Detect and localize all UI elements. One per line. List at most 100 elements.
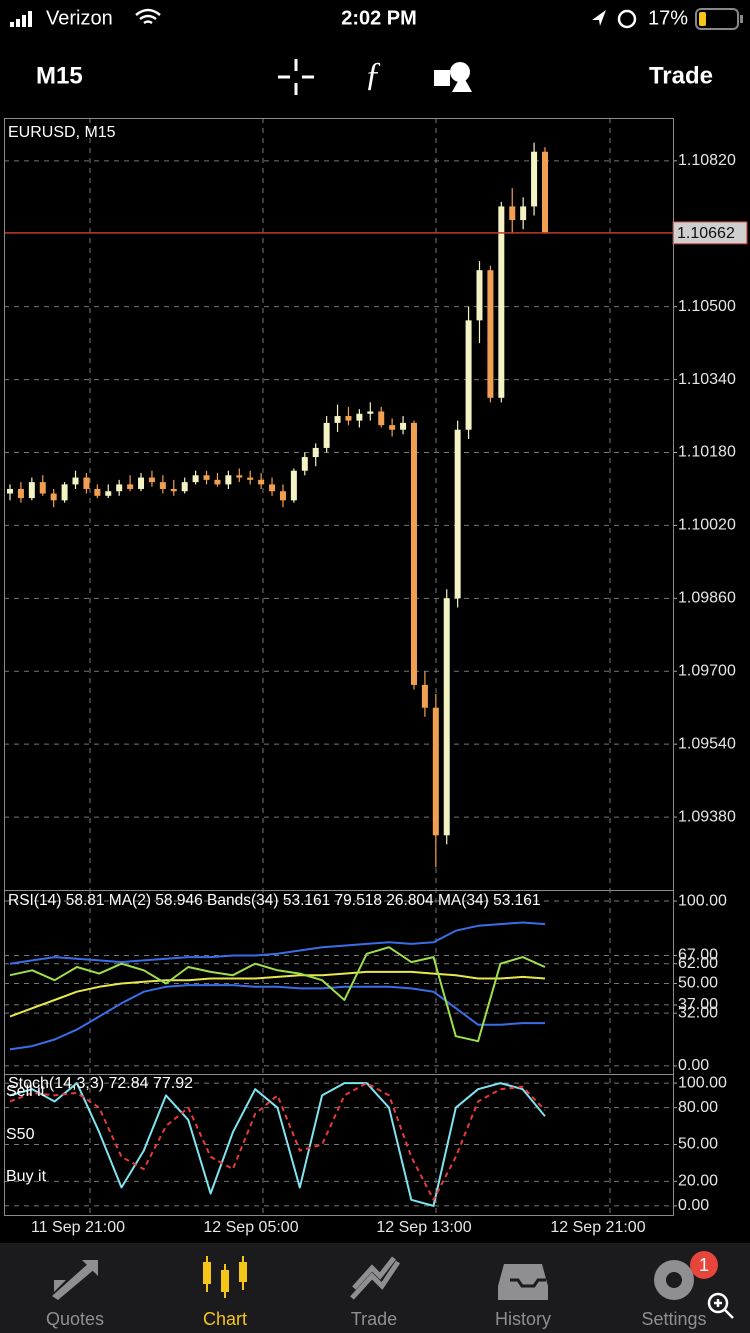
crosshair-button[interactable]: [278, 59, 314, 95]
indicator-line: [9, 984, 545, 1051]
y-tick-label: 1.09700: [678, 662, 736, 679]
y-tick-label: 1.10820: [678, 152, 736, 169]
y-tick-label: 100.00: [678, 1074, 727, 1091]
candle-body: [290, 470, 297, 501]
candle-body: [269, 484, 276, 492]
candle-body: [83, 477, 90, 489]
indicator-line: [9, 946, 546, 1043]
candle-body: [28, 482, 35, 499]
y-tick-label: 0.00: [678, 1197, 709, 1214]
y-tick-label: 1.09540: [678, 735, 736, 752]
candle-body: [61, 484, 68, 501]
signal-icon: [10, 11, 32, 27]
candle-body: [454, 429, 461, 599]
y-tick-label: 80.00: [678, 1099, 718, 1116]
chart-icon: [203, 1256, 247, 1298]
indicator-line: [9, 1082, 546, 1201]
candle-body: [279, 491, 286, 501]
candle-body: [531, 151, 538, 207]
candle-body: [138, 477, 145, 489]
candle-body: [476, 270, 483, 321]
y-tick-label: 1.09380: [678, 808, 736, 825]
candle-body: [301, 457, 308, 471]
candle-body: [192, 475, 199, 483]
indicator-line: [9, 1082, 546, 1207]
objects-button[interactable]: [434, 62, 472, 92]
tab-label[interactable]: Chart: [203, 1309, 247, 1329]
zoom-icon: [707, 1292, 734, 1319]
y-tick-label: 20.00: [678, 1173, 718, 1190]
badge: [690, 1251, 718, 1279]
tabs: Quotes Chart Trade History Settings: [46, 1309, 707, 1329]
candle-body: [203, 475, 210, 480]
tab-label[interactable]: History: [495, 1309, 551, 1329]
carrier: Verizon: [46, 7, 113, 29]
candle-body: [236, 475, 243, 478]
candle-body: [367, 411, 374, 414]
tab-label[interactable]: Settings: [641, 1309, 706, 1329]
y-tick-label: 1.10020: [678, 517, 736, 534]
stoch-header: Stoch(14,3,3) 72.84 77.92: [8, 1075, 193, 1092]
y-tick-label: 1.10180: [678, 444, 736, 461]
candle-body: [443, 598, 450, 836]
y-tick-label: 1.10500: [678, 298, 736, 315]
candle-body: [498, 206, 505, 398]
alarm-icon: [617, 9, 637, 29]
y-tick-label: 62.00: [678, 955, 718, 972]
y-tick-label: 0.00: [678, 1057, 709, 1074]
candle-body: [258, 479, 265, 485]
candle-body: [378, 411, 385, 426]
timeframe-button[interactable]: M15: [36, 62, 83, 89]
candle-body: [214, 479, 221, 485]
candle-body: [127, 484, 134, 489]
candle-body: [247, 477, 254, 480]
chart-area: 11 Sep 21:00 12 Sep 05:00 12 Sep 13:00 12 S…: [4, 118, 748, 1236]
candle-body: [312, 447, 319, 458]
indicator-line: [9, 970, 546, 1018]
tab-bar: [0, 1243, 750, 1333]
badge-count: 1: [699, 1255, 709, 1275]
candle-body: [148, 477, 155, 483]
rsi-header: RSI(14) 58.81 MA(2) 58.946 Bands(34) 53.…: [8, 892, 541, 909]
candle-body: [7, 488, 13, 494]
quotes-icon: [52, 1260, 98, 1300]
y-tick-label: 67.00: [678, 947, 718, 964]
clock: 2:02 PM: [341, 7, 417, 29]
y-tick-label: 50.00: [678, 975, 718, 992]
candle-body: [345, 416, 352, 421]
candle-body: [225, 475, 232, 485]
candle-body: [334, 416, 341, 423]
candle-body: [509, 206, 516, 221]
tab-label[interactable]: Quotes: [46, 1309, 104, 1329]
x-tick-label: 12 Sep 21:00: [550, 1219, 645, 1236]
candle-body: [105, 491, 112, 496]
candle-body: [94, 488, 101, 496]
indicator-line: [9, 921, 546, 965]
candle-body: [17, 488, 24, 499]
candle-body: [465, 320, 472, 430]
candle-body: [116, 484, 123, 492]
trade-button[interactable]: Trade: [649, 62, 713, 89]
candle-body: [159, 482, 166, 489]
tab-label[interactable]: Trade: [351, 1309, 397, 1329]
battery-icon: [695, 8, 743, 30]
candle-body: [170, 488, 177, 492]
candle-body: [39, 482, 46, 494]
y-tick-label: 37.00: [678, 996, 718, 1013]
indicators-button[interactable]: ƒ: [365, 56, 382, 93]
chart-frame: [4, 118, 674, 1216]
candle-body: [400, 422, 407, 430]
candle-body: [410, 422, 417, 685]
candle-body: [389, 425, 396, 430]
candle-body: [356, 413, 363, 421]
level-label: Sell it: [6, 1083, 46, 1100]
x-tick-label: 12 Sep 13:00: [376, 1219, 471, 1236]
history-icon: [498, 1264, 548, 1300]
candle-body: [542, 151, 548, 233]
candle-body: [50, 493, 57, 501]
x-tick-label: 11 Sep 21:00: [31, 1219, 125, 1236]
candle-body: [421, 684, 428, 708]
candle-body: [487, 270, 494, 398]
